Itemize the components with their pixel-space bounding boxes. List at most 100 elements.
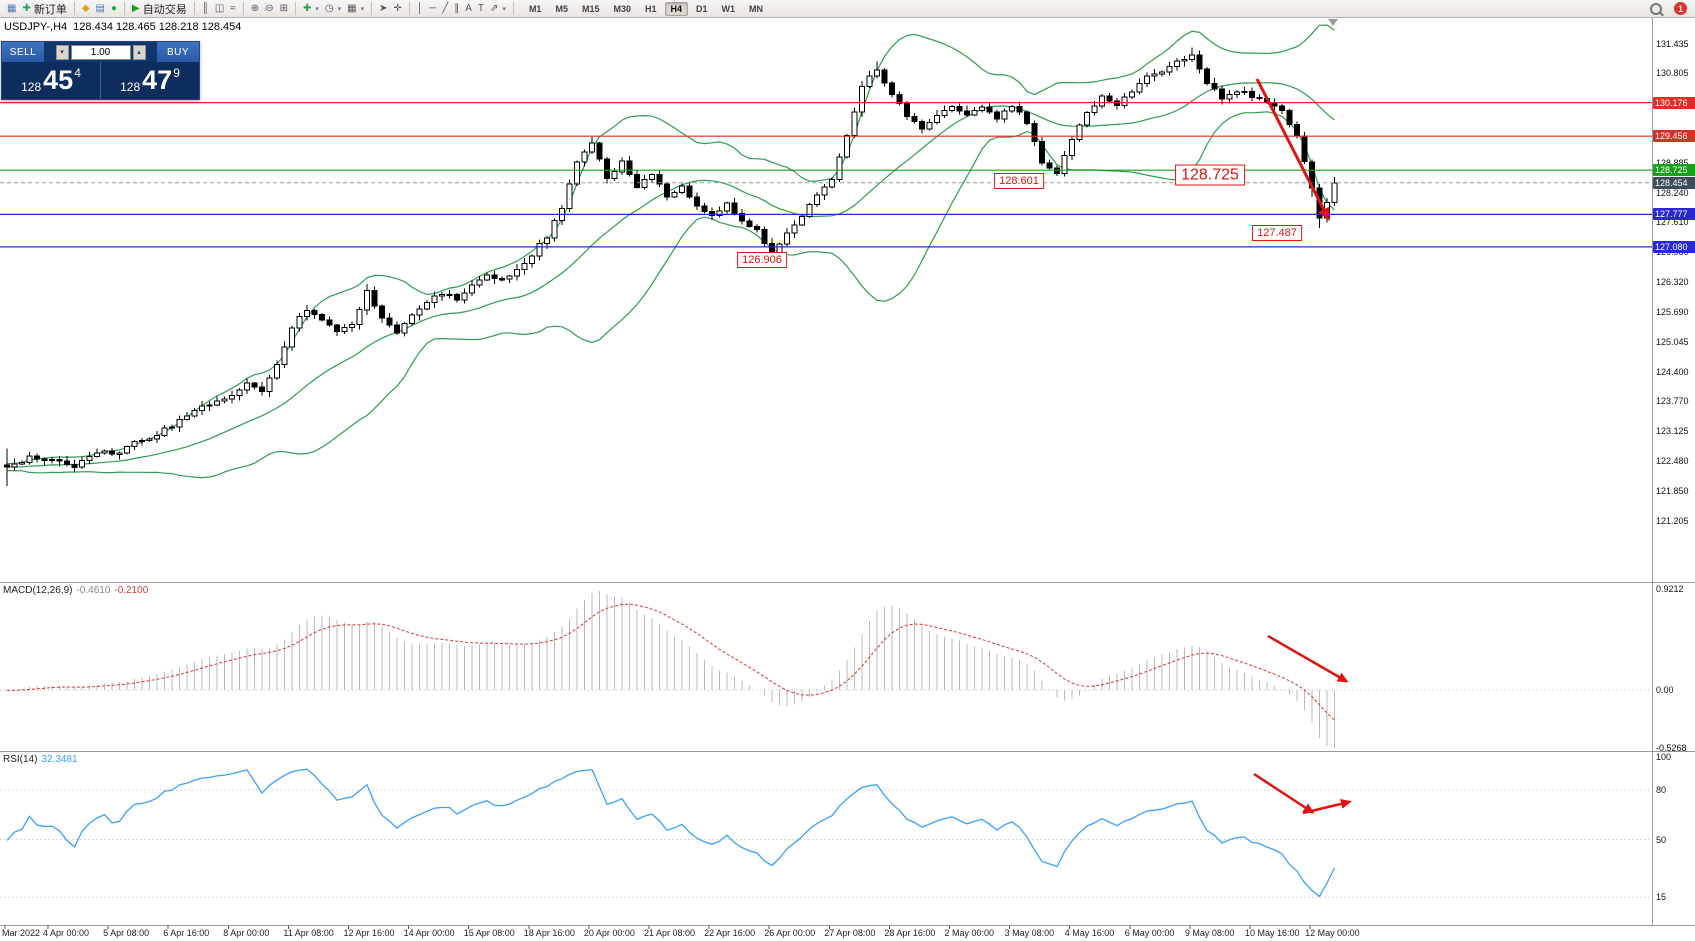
indicators-button[interactable]: ✚ ▾: [300, 1, 322, 16]
volume-decrease-button[interactable]: ▾: [55, 44, 69, 60]
timeframe-m30-button[interactable]: M30: [613, 3, 631, 14]
time-axis-label: 26 Apr 00:00: [764, 928, 816, 938]
toolbar-right: 1: [1650, 2, 1691, 15]
macd-scale-label: -0.5268: [1656, 742, 1687, 753]
timeframe-m15-button[interactable]: M15: [581, 3, 600, 14]
text-label-icon: T: [477, 2, 485, 14]
rsi-name: RSI(14): [3, 754, 38, 765]
time-axis-label: 12 May 00:00: [1305, 928, 1360, 938]
chart-window-button[interactable]: ▦: [4, 1, 19, 16]
zoom-in-button[interactable]: ⊕: [248, 1, 262, 16]
vertical-line-button[interactable]: │: [414, 1, 426, 16]
macd-signal-value: -0.2100: [114, 585, 149, 596]
buy-price-sup: 9: [173, 66, 180, 80]
timeframe-h1-button[interactable]: H1: [645, 3, 657, 14]
data-window-button[interactable]: ●: [108, 1, 120, 16]
price-scale-label: 128.240: [1656, 187, 1689, 198]
tile-windows-button[interactable]: ⊞: [277, 1, 291, 16]
periods-button[interactable]: ◷ ▾: [322, 1, 344, 16]
timeframe-m1-button[interactable]: M1: [528, 3, 542, 14]
chart-header: USDJPY-,H4 128.434 128.465 128.218 128.45…: [4, 21, 247, 33]
buy-price-main: 47: [142, 65, 173, 95]
timeframe-d1-button[interactable]: D1: [696, 3, 708, 14]
autotrading-button[interactable]: ▶ 自动交易: [129, 1, 190, 16]
notifications-badge[interactable]: 1: [1674, 2, 1687, 15]
chart-shift-marker[interactable]: [1328, 19, 1338, 26]
trendline-button[interactable]: ╱: [439, 1, 451, 16]
toolbar-separator: [73, 2, 75, 15]
templates-button[interactable]: ▦ ▾: [344, 1, 367, 16]
timeframe-w1-button[interactable]: W1: [721, 3, 736, 14]
timeframe-m5-button[interactable]: M5: [555, 3, 568, 14]
market-watch-button[interactable]: ▤: [93, 1, 108, 16]
time-axis-label: 27 Apr 08:00: [824, 928, 876, 938]
time-axis-label: 10 May 16:00: [1245, 928, 1300, 938]
sell-button[interactable]: SELL: [2, 42, 44, 62]
trade-widget-top-row: SELL ▾ ▴ BUY: [2, 42, 199, 62]
tile-windows-icon: ⊞: [279, 2, 288, 14]
buy-price[interactable]: 128 47 9: [101, 62, 199, 99]
timeframe-h4-button[interactable]: H4: [664, 1, 689, 16]
autotrading-icon: ▶: [132, 2, 140, 14]
rsi-scale-label: 100: [1656, 752, 1672, 762]
rsi-scale-label: 15: [1656, 892, 1667, 903]
trend-arrow[interactable]: [1302, 798, 1352, 815]
bar-chart-button[interactable]: ║: [199, 1, 212, 16]
toolbar-separator: [124, 2, 126, 15]
price-callout[interactable]: 126.906: [737, 252, 787, 268]
toolbar-separator: [371, 2, 373, 15]
price-tag: 129.456: [1653, 130, 1695, 143]
buy-button[interactable]: BUY: [157, 42, 199, 62]
trend-arrow[interactable]: [1253, 772, 1315, 814]
time-axis-label: 11 Apr 08:00: [283, 928, 334, 938]
cursor-button[interactable]: ➤: [376, 1, 390, 16]
zoom-out-icon: ⊖: [265, 2, 274, 14]
horizontal-line-button[interactable]: ─: [426, 1, 439, 16]
macd-scale-label: 0.9212: [1656, 583, 1684, 594]
text-button[interactable]: A: [462, 1, 475, 16]
sell-price-main: 45: [43, 65, 74, 95]
dropdown-arrow-icon[interactable]: ▾: [502, 5, 506, 13]
price-callout[interactable]: 127.487: [1252, 225, 1302, 241]
price-callout[interactable]: 128.725: [1175, 164, 1245, 186]
text-label-button[interactable]: T: [475, 1, 487, 16]
macd-signal-line: [6, 603, 1335, 721]
timeframe-mn-button[interactable]: MN: [749, 3, 764, 14]
new-order-button[interactable]: ✚ 新订单: [19, 1, 69, 16]
price-callout[interactable]: 128.601: [994, 173, 1044, 189]
channel-button[interactable]: ∥: [451, 1, 462, 16]
macd-main-value: -0.4610: [76, 585, 111, 596]
line-chart-button[interactable]: ≈: [227, 1, 239, 16]
volume-input[interactable]: [70, 44, 131, 60]
candlestick-chart-button[interactable]: ◫: [212, 1, 227, 16]
dropdown-arrow-icon[interactable]: ▾: [337, 5, 342, 13]
profiles-button[interactable]: ◆: [79, 1, 93, 16]
toolbar: ▦ ✚ 新订单 ◆ ▤ ● ▶ 自动交易 ║ ◫ ≈ ⊕ ⊖ ⊞ ✚ ▾ ◷ ▾ ▦ ▾ ➤ ✛ │ ─ ╱ ∥ A T ⇗ ▾ M1 M5…: [0, 0, 1695, 18]
chart-ohlc-label: 128.434 128.465 128.218 128.454: [73, 21, 242, 33]
time-axis-label: 21 Apr 08:00: [644, 928, 696, 938]
macd-label: MACD(12,26,9) -0.4610 -0.2100: [3, 585, 148, 596]
time-axis-label: 22 Apr 16:00: [704, 928, 756, 938]
search-icon[interactable]: [1650, 2, 1662, 15]
periods-icon: ◷: [324, 2, 334, 14]
zoom-out-button[interactable]: ⊖: [262, 1, 276, 16]
crosshair-icon: ✛: [393, 2, 402, 14]
data-window-icon: ●: [111, 2, 118, 14]
crosshair-button[interactable]: ✛: [390, 1, 404, 16]
trend-arrow[interactable]: [1255, 78, 1330, 222]
shapes-button[interactable]: ⇗ ▾: [487, 1, 509, 16]
dropdown-arrow-icon[interactable]: ▾: [315, 5, 319, 13]
price-scale-label: 127.610: [1656, 217, 1689, 228]
trend-arrow[interactable]: [1267, 634, 1349, 683]
sell-price-sup: 4: [74, 66, 81, 80]
sell-price[interactable]: 128 45 4: [2, 62, 101, 99]
time-axis-label: 4 May 16:00: [1064, 928, 1115, 938]
rsi-scale-label: 50: [1656, 834, 1667, 845]
dropdown-arrow-icon[interactable]: ▾: [360, 5, 365, 13]
bollinger-bands: [6, 24, 1335, 479]
volume-control: ▾ ▴: [44, 42, 157, 62]
text-icon: A: [465, 2, 472, 14]
volume-increase-button[interactable]: ▴: [132, 44, 146, 60]
horizontal-line-icon: ─: [429, 2, 437, 14]
